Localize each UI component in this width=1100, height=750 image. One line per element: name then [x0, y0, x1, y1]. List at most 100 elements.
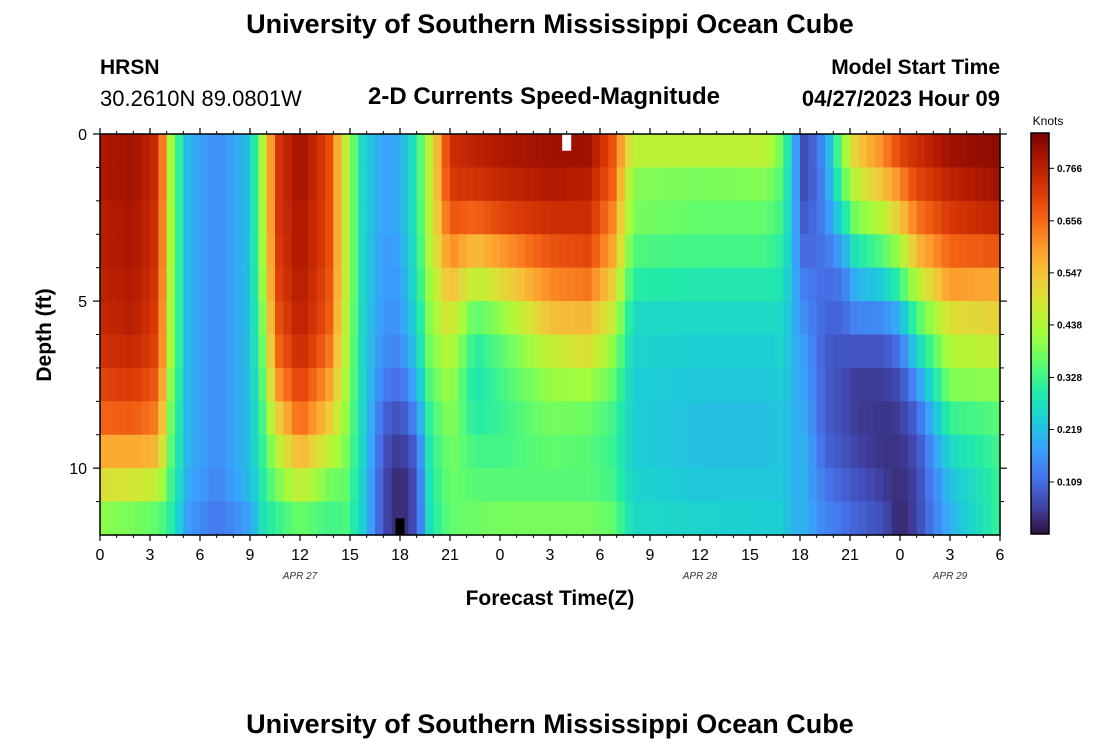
heatmap-cell	[983, 134, 993, 169]
heatmap-cell	[391, 401, 401, 436]
heatmap-cell	[483, 301, 493, 336]
heatmap-cell	[975, 434, 984, 469]
heatmap-cell	[916, 501, 926, 536]
heatmap-cell	[208, 401, 218, 436]
heatmap-cell	[100, 401, 109, 436]
heatmap-cell	[816, 267, 826, 302]
heatmap-cell	[800, 134, 809, 169]
heatmap-cell	[383, 267, 393, 302]
date-label: APR 28	[682, 571, 718, 582]
heatmap-cell	[158, 134, 168, 169]
heatmap-cell	[475, 200, 484, 235]
heatmap-cell	[991, 468, 1001, 503]
heatmap-cell	[891, 234, 901, 269]
heatmap-chart: 0 3 6 9 12 15 18 21 0 3 6 9 12 15 18 21 0 3 6 APR 27 APR 28 A…	[33, 114, 1082, 610]
heatmap-cell	[633, 468, 643, 503]
heatmap-cell	[225, 334, 234, 369]
heatmap-cell	[783, 434, 793, 469]
heatmap-cell	[533, 167, 543, 202]
heatmap-cell	[216, 501, 226, 536]
heatmap-cell	[308, 434, 318, 469]
heatmap-cell	[425, 301, 434, 336]
heatmap-cell	[416, 267, 426, 302]
heatmap-cell	[450, 434, 459, 469]
heatmap-cell	[191, 267, 201, 302]
heatmap-cell	[958, 234, 968, 269]
heatmap-cell	[108, 134, 118, 169]
heatmap-cell	[991, 134, 1001, 169]
heatmap-cell	[716, 301, 726, 336]
heatmap-cell	[183, 134, 193, 169]
heatmap-cell	[233, 367, 243, 402]
heatmap-cell	[850, 167, 859, 202]
heatmap-cell	[241, 334, 251, 369]
heatmap-cell	[258, 134, 268, 169]
heatmap-cell	[208, 367, 218, 402]
heatmap-cell	[550, 334, 559, 369]
heatmap-cell	[366, 468, 376, 503]
heatmap-cell	[133, 234, 143, 269]
heatmap-cell	[216, 367, 226, 402]
heatmap-cell	[783, 301, 793, 336]
heatmap-cell	[141, 301, 151, 336]
heatmap-cell	[575, 401, 584, 436]
heatmap-cell	[491, 234, 501, 269]
heatmap-cell	[200, 468, 209, 503]
heatmap-cell	[508, 234, 518, 269]
heatmap-cell	[191, 334, 201, 369]
heatmap-cell	[966, 167, 976, 202]
heatmap-cell	[708, 401, 718, 436]
heatmap-cell	[333, 334, 343, 369]
heatmap-cell	[700, 301, 709, 336]
heatmap-cell	[408, 501, 418, 536]
heatmap-cell	[658, 267, 668, 302]
heatmap-cell	[216, 267, 226, 302]
heatmap-cell	[650, 468, 659, 503]
heatmap-cell	[558, 167, 568, 202]
heatmap-cell	[900, 468, 909, 503]
heatmap-cell	[508, 167, 518, 202]
heatmap-cell	[850, 134, 859, 169]
heatmap-cell	[391, 134, 401, 169]
heatmap-cell	[666, 434, 676, 469]
heatmap-cell	[908, 234, 918, 269]
heatmap-cell	[966, 367, 976, 402]
heatmap-cell	[341, 234, 351, 269]
heatmap-cell	[783, 401, 793, 436]
heatmap-cell	[883, 501, 893, 536]
heatmap-cell	[758, 167, 768, 202]
heatmap-cell	[275, 234, 284, 269]
heatmap-cell	[291, 267, 301, 302]
heatmap-cell	[816, 468, 826, 503]
heatmap-cell	[733, 134, 743, 169]
heatmap-cell	[383, 468, 393, 503]
heatmap-cell	[483, 434, 493, 469]
heatmap-cell	[158, 501, 168, 536]
heatmap-cell	[233, 134, 243, 169]
heatmap-cell	[266, 367, 276, 402]
heatmap-cell	[250, 367, 259, 402]
heatmap-cell	[816, 401, 826, 436]
heatmap-cell	[250, 234, 259, 269]
heatmap-cell	[175, 468, 184, 503]
heatmap-cell	[325, 468, 334, 503]
heatmap-cell	[150, 468, 159, 503]
heatmap-cell	[866, 267, 876, 302]
heatmap-cell	[191, 200, 201, 235]
heatmap-cell	[616, 434, 626, 469]
heatmap-cell	[925, 468, 934, 503]
heatmap-cell	[533, 367, 543, 402]
heatmap-cell	[700, 200, 709, 235]
heatmap-cell	[725, 234, 734, 269]
heatmap-cell	[925, 501, 934, 536]
heatmap-cell	[216, 234, 226, 269]
heatmap-cell	[341, 167, 351, 202]
heatmap-cell	[225, 501, 234, 536]
heatmap-cell	[616, 301, 626, 336]
heatmap-cell	[233, 468, 243, 503]
heatmap-cell	[358, 468, 368, 503]
heatmap-cell	[416, 468, 426, 503]
heatmap-cell	[991, 401, 1001, 436]
heatmap-cell	[583, 334, 593, 369]
heatmap-cell	[425, 367, 434, 402]
